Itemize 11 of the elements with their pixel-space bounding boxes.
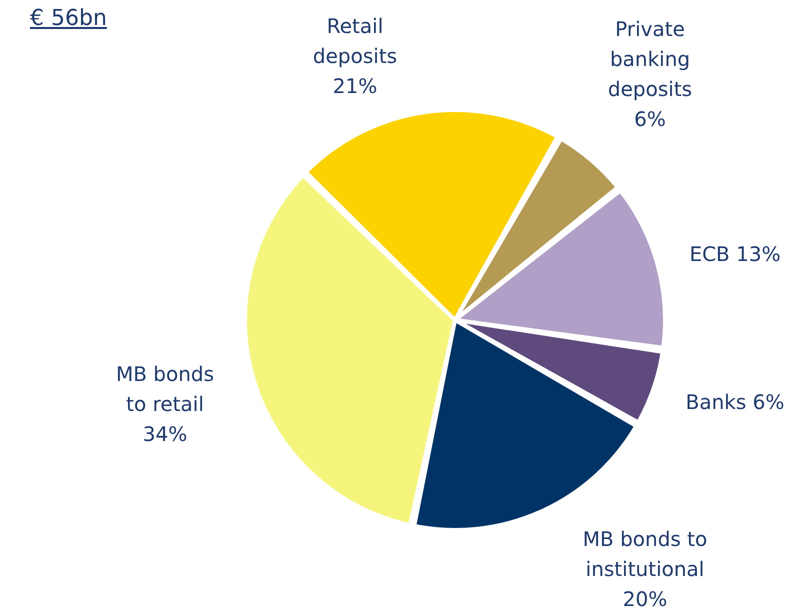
data-label: 6%	[634, 107, 666, 131]
slice-label: Retail deposits	[312, 14, 398, 68]
slice-label: MB bonds to institutional	[582, 527, 708, 581]
slice-label: MB bonds to retail	[116, 362, 214, 416]
chart-title: € 56bn	[30, 6, 107, 31]
slice-label: Private banking deposits	[608, 17, 692, 101]
data-label: 21%	[332, 74, 378, 98]
slice-label: Banks 6%	[686, 390, 784, 414]
data-label: 20%	[622, 587, 668, 611]
slice-label: ECB 13%	[689, 242, 781, 266]
data-label: 34%	[142, 422, 188, 446]
